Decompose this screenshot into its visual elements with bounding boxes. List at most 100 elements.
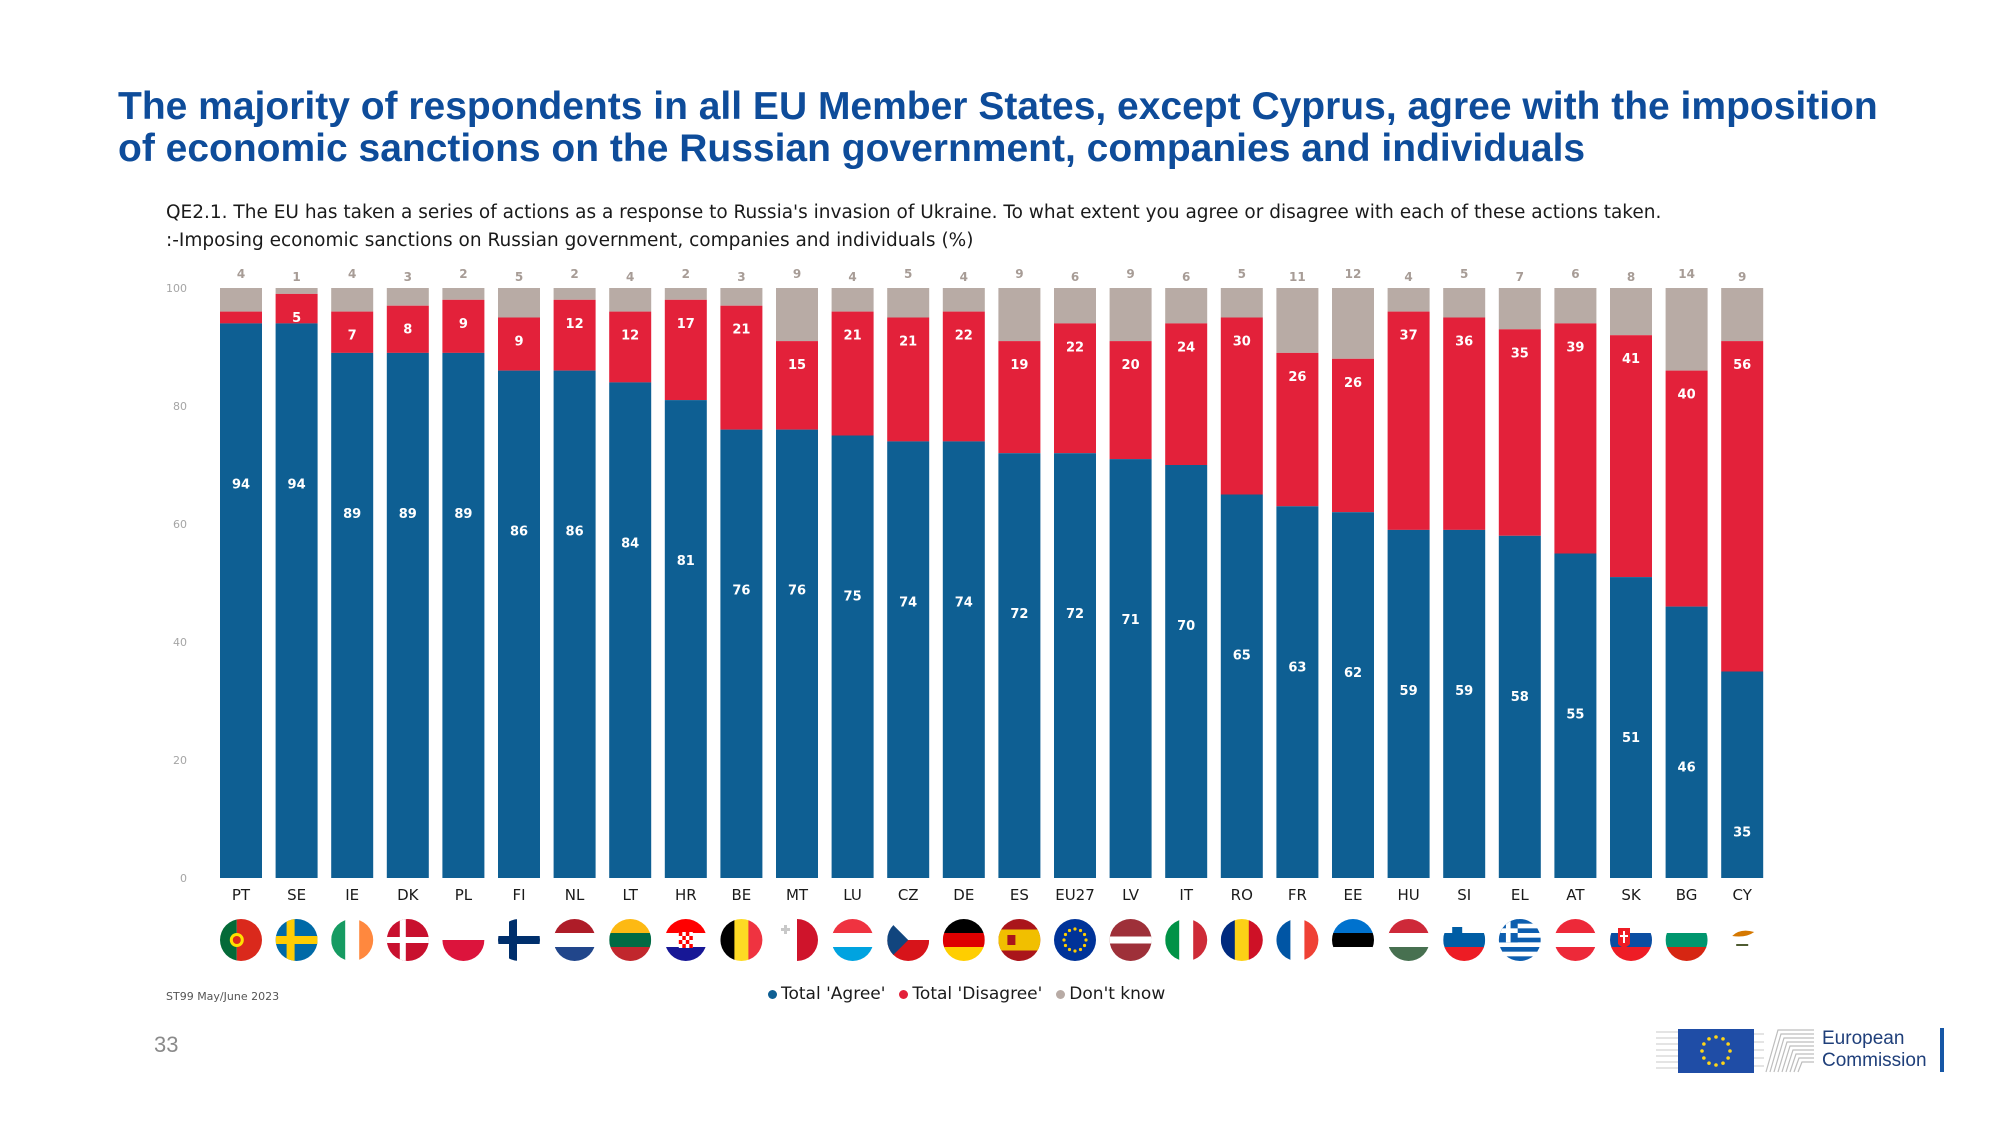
bar-segment-dont-know [776, 288, 818, 342]
ireland-flag-icon [331, 919, 374, 961]
data-label-disagree: 37 [1400, 329, 1418, 344]
bar-segment-dont-know [609, 288, 652, 312]
bar-segment-dont-know [1332, 288, 1374, 359]
bar-segment-dont-know [275, 288, 318, 294]
x-tick-label: SK [1621, 886, 1642, 904]
data-label-dont-know: 4 [848, 270, 856, 284]
czechia-flag-icon [887, 919, 930, 961]
bar-segment-dont-know [942, 288, 985, 312]
x-tick-label: ES [1010, 886, 1029, 904]
eu-flag-icon [1054, 919, 1096, 961]
sweden-flag-icon [275, 919, 318, 961]
bar-segment-agree [1610, 577, 1652, 878]
bar-segment-agree [1721, 671, 1764, 878]
bar-segment-agree [1054, 453, 1096, 878]
data-label-disagree: 17 [677, 317, 695, 332]
bar-segment-agree [664, 400, 707, 878]
data-label-disagree: 39 [1566, 340, 1584, 355]
data-label-dont-know: 9 [1126, 267, 1134, 281]
denmark-flag-icon [386, 919, 429, 961]
page-number: 33 [154, 1032, 179, 1057]
x-tick-label: HR [675, 886, 697, 904]
legend-item-agree: Total 'Agree' [768, 984, 885, 1004]
bar-segment-dont-know [1109, 288, 1152, 342]
data-label-agree: 62 [1344, 666, 1362, 681]
eu-star-icon [1714, 1035, 1718, 1039]
bar-segment-disagree [1665, 370, 1708, 607]
legend-label-agree: Total 'Agree' [781, 984, 886, 1004]
bar-segment-disagree [553, 299, 596, 371]
bar-segment-agree [942, 441, 985, 878]
bar-segment-agree [331, 352, 374, 878]
bar-segment-agree [1443, 529, 1486, 878]
data-label-dont-know: 9 [1738, 270, 1746, 284]
bar-segment-agree [720, 429, 763, 878]
data-label-dont-know: 2 [682, 267, 690, 281]
bar-segment-disagree [1387, 311, 1430, 530]
bar-segment-agree [1165, 465, 1208, 878]
legend-item-disagree: Total 'Disagree' [899, 984, 1042, 1004]
luxembourg-flag-icon [831, 919, 874, 961]
logo-line-2: Commission [1822, 1050, 1927, 1071]
x-tick-label: CY [1733, 886, 1753, 904]
bar-segment-agree [275, 323, 318, 878]
y-tick-label: 100 [166, 282, 187, 295]
title-line-2: of economic sanctions on the Russian gov… [118, 127, 1586, 170]
slovakia-flag-icon [1610, 919, 1652, 961]
european-commission-wordmark: European Commission [1822, 1028, 1927, 1072]
title-line-1: The majority of respondents in all EU Me… [118, 85, 1878, 128]
data-label-agree: 94 [232, 477, 250, 492]
bar-segment-agree [1387, 529, 1430, 878]
bar-segment-disagree [1610, 335, 1652, 578]
bar-segment-disagree [998, 341, 1041, 454]
latvia-flag-icon [1109, 919, 1152, 961]
european-commission-logo-icon [1656, 1029, 1764, 1073]
data-label-agree: 58 [1511, 690, 1529, 705]
x-tick-label: EL [1511, 886, 1529, 904]
bar-segment-dont-know [831, 288, 874, 312]
x-tick-label: RO [1231, 886, 1253, 904]
bar-segment-dont-know [498, 288, 540, 318]
legend-swatch-dont-know [1056, 989, 1066, 999]
y-tick-label: 0 [180, 872, 187, 885]
bar-segment-disagree [609, 311, 652, 383]
x-tick-label: FR [1288, 886, 1307, 904]
eu-star-icon [1726, 1042, 1730, 1046]
berlaymont-building-icon [1765, 1029, 1814, 1073]
bar-segment-agree [1665, 606, 1708, 878]
netherlands-flag-icon [553, 919, 596, 961]
bar-segment-dont-know [1054, 288, 1096, 324]
data-label-disagree: 26 [1344, 376, 1362, 391]
lithuania-flag-icon [609, 919, 652, 961]
bar-segment-agree [1220, 494, 1263, 878]
eu-star-icon [1721, 1037, 1725, 1041]
bar-segment-dont-know [1443, 288, 1486, 318]
data-label-dont-know: 9 [1015, 267, 1023, 281]
data-label-disagree: 7 [348, 329, 357, 344]
bar-segment-agree [442, 352, 485, 878]
data-label-dont-know: 5 [1460, 267, 1468, 281]
bar-segment-disagree [1443, 317, 1486, 530]
slovenia-flag-icon [1443, 919, 1486, 961]
data-label-disagree: 24 [1177, 340, 1195, 355]
data-label-agree: 71 [1122, 613, 1140, 628]
bar-segment-dont-know [1554, 288, 1597, 324]
data-label-dont-know: 3 [737, 270, 745, 284]
data-label-disagree: 26 [1288, 370, 1306, 385]
data-label-dont-know: 3 [404, 270, 412, 284]
bar-segment-disagree [776, 341, 818, 430]
eu-star-icon [1714, 1063, 1718, 1067]
data-label-agree: 59 [1400, 684, 1418, 699]
logo-line-1: European [1822, 1028, 1905, 1049]
belgium-flag-icon [720, 919, 763, 961]
legend-label-disagree: Total 'Disagree' [912, 984, 1043, 1004]
data-label-disagree: 21 [899, 335, 917, 350]
data-label-agree: 35 [1733, 826, 1751, 841]
malta-flag-icon [776, 919, 818, 961]
croatia-flag-icon [664, 919, 707, 961]
legend-swatch-disagree [899, 989, 909, 999]
x-tick-label: EU27 [1055, 886, 1095, 904]
data-label-agree: 70 [1177, 619, 1195, 634]
bar-segment-agree [1109, 459, 1152, 878]
data-label-dont-know: 5 [1238, 267, 1246, 281]
